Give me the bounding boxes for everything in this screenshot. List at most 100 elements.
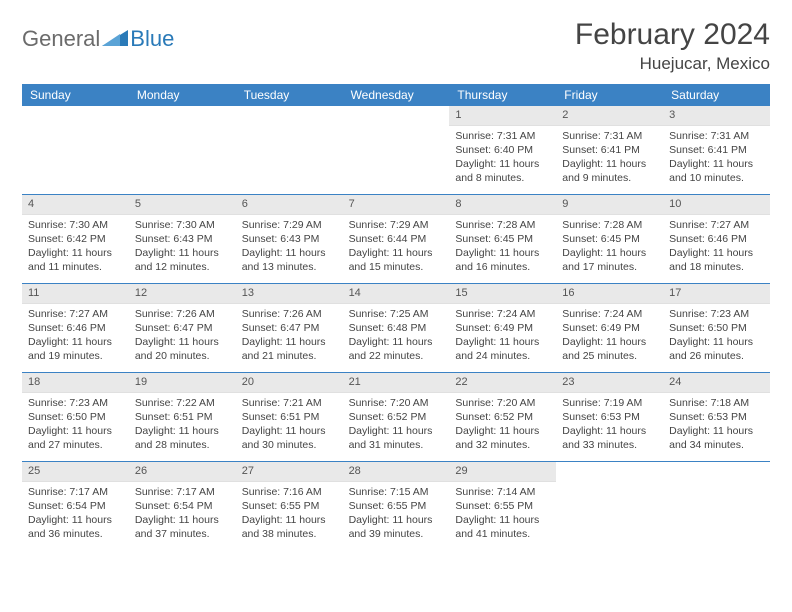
calendar-cell	[236, 106, 343, 194]
sunrise-line: Sunrise: 7:30 AM	[135, 218, 230, 232]
day-number	[663, 462, 770, 481]
calendar-cell: 20Sunrise: 7:21 AMSunset: 6:51 PMDayligh…	[236, 373, 343, 461]
daylight-line: Daylight: 11 hours and 32 minutes.	[455, 424, 550, 452]
daylight-line: Daylight: 11 hours and 12 minutes.	[135, 246, 230, 274]
calendar-cell: 11Sunrise: 7:27 AMSunset: 6:46 PMDayligh…	[22, 284, 129, 372]
calendar-cell: 8Sunrise: 7:28 AMSunset: 6:45 PMDaylight…	[449, 195, 556, 283]
daylight-line: Daylight: 11 hours and 39 minutes.	[349, 513, 444, 541]
day-number: 28	[343, 462, 450, 482]
calendar-cell	[22, 106, 129, 194]
day-body: Sunrise: 7:26 AMSunset: 6:47 PMDaylight:…	[236, 304, 343, 366]
day-body: Sunrise: 7:27 AMSunset: 6:46 PMDaylight:…	[22, 304, 129, 366]
day-body: Sunrise: 7:22 AMSunset: 6:51 PMDaylight:…	[129, 393, 236, 455]
day-number: 19	[129, 373, 236, 393]
calendar-cell: 2Sunrise: 7:31 AMSunset: 6:41 PMDaylight…	[556, 106, 663, 194]
day-number: 25	[22, 462, 129, 482]
sunset-line: Sunset: 6:52 PM	[349, 410, 444, 424]
sunset-line: Sunset: 6:52 PM	[455, 410, 550, 424]
day-number: 23	[556, 373, 663, 393]
day-number: 22	[449, 373, 556, 393]
day-body: Sunrise: 7:15 AMSunset: 6:55 PMDaylight:…	[343, 482, 450, 544]
calendar-cell: 6Sunrise: 7:29 AMSunset: 6:43 PMDaylight…	[236, 195, 343, 283]
calendar-cell: 24Sunrise: 7:18 AMSunset: 6:53 PMDayligh…	[663, 373, 770, 461]
sunset-line: Sunset: 6:49 PM	[455, 321, 550, 335]
daylight-line: Daylight: 11 hours and 17 minutes.	[562, 246, 657, 274]
day-body: Sunrise: 7:24 AMSunset: 6:49 PMDaylight:…	[556, 304, 663, 366]
sunset-line: Sunset: 6:47 PM	[135, 321, 230, 335]
day-body: Sunrise: 7:20 AMSunset: 6:52 PMDaylight:…	[343, 393, 450, 455]
daylight-line: Daylight: 11 hours and 38 minutes.	[242, 513, 337, 541]
calendar-week: 4Sunrise: 7:30 AMSunset: 6:42 PMDaylight…	[22, 195, 770, 284]
daylight-line: Daylight: 11 hours and 41 minutes.	[455, 513, 550, 541]
day-number: 10	[663, 195, 770, 215]
dayname: Sunday	[22, 84, 129, 106]
calendar-cell: 29Sunrise: 7:14 AMSunset: 6:55 PMDayligh…	[449, 462, 556, 550]
day-body: Sunrise: 7:16 AMSunset: 6:55 PMDaylight:…	[236, 482, 343, 544]
calendar-cell: 4Sunrise: 7:30 AMSunset: 6:42 PMDaylight…	[22, 195, 129, 283]
sunset-line: Sunset: 6:40 PM	[455, 143, 550, 157]
sunrise-line: Sunrise: 7:31 AM	[669, 129, 764, 143]
sunrise-line: Sunrise: 7:26 AM	[242, 307, 337, 321]
logo: General Blue	[22, 18, 174, 52]
day-number: 3	[663, 106, 770, 126]
day-number: 26	[129, 462, 236, 482]
sunrise-line: Sunrise: 7:24 AM	[562, 307, 657, 321]
daylight-line: Daylight: 11 hours and 21 minutes.	[242, 335, 337, 363]
calendar-week: 11Sunrise: 7:27 AMSunset: 6:46 PMDayligh…	[22, 284, 770, 373]
daylight-line: Daylight: 11 hours and 31 minutes.	[349, 424, 444, 452]
day-body: Sunrise: 7:23 AMSunset: 6:50 PMDaylight:…	[663, 304, 770, 366]
sunset-line: Sunset: 6:55 PM	[455, 499, 550, 513]
daylight-line: Daylight: 11 hours and 37 minutes.	[135, 513, 230, 541]
day-number: 18	[22, 373, 129, 393]
sunrise-line: Sunrise: 7:14 AM	[455, 485, 550, 499]
sunset-line: Sunset: 6:55 PM	[242, 499, 337, 513]
day-number: 4	[22, 195, 129, 215]
day-number: 12	[129, 284, 236, 304]
sunset-line: Sunset: 6:51 PM	[242, 410, 337, 424]
day-body: Sunrise: 7:24 AMSunset: 6:49 PMDaylight:…	[449, 304, 556, 366]
calendar-cell: 12Sunrise: 7:26 AMSunset: 6:47 PMDayligh…	[129, 284, 236, 372]
month-title: February 2024	[575, 18, 770, 52]
day-number: 2	[556, 106, 663, 126]
day-number: 5	[129, 195, 236, 215]
sunrise-line: Sunrise: 7:26 AM	[135, 307, 230, 321]
day-body: Sunrise: 7:19 AMSunset: 6:53 PMDaylight:…	[556, 393, 663, 455]
sunrise-line: Sunrise: 7:25 AM	[349, 307, 444, 321]
calendar-cell: 23Sunrise: 7:19 AMSunset: 6:53 PMDayligh…	[556, 373, 663, 461]
sunset-line: Sunset: 6:50 PM	[669, 321, 764, 335]
page-header: General Blue February 2024 Huejucar, Mex…	[22, 18, 770, 74]
sunset-line: Sunset: 6:43 PM	[135, 232, 230, 246]
title-block: February 2024 Huejucar, Mexico	[575, 18, 770, 74]
day-body: Sunrise: 7:29 AMSunset: 6:44 PMDaylight:…	[343, 215, 450, 277]
calendar-week: 1Sunrise: 7:31 AMSunset: 6:40 PMDaylight…	[22, 106, 770, 195]
calendar-cell: 7Sunrise: 7:29 AMSunset: 6:44 PMDaylight…	[343, 195, 450, 283]
calendar-cell: 3Sunrise: 7:31 AMSunset: 6:41 PMDaylight…	[663, 106, 770, 194]
day-number: 24	[663, 373, 770, 393]
dayname-row: SundayMondayTuesdayWednesdayThursdayFrid…	[22, 84, 770, 106]
sunrise-line: Sunrise: 7:31 AM	[455, 129, 550, 143]
day-body: Sunrise: 7:27 AMSunset: 6:46 PMDaylight:…	[663, 215, 770, 277]
day-number	[556, 462, 663, 481]
day-body: Sunrise: 7:28 AMSunset: 6:45 PMDaylight:…	[449, 215, 556, 277]
sunset-line: Sunset: 6:44 PM	[349, 232, 444, 246]
sunset-line: Sunset: 6:41 PM	[562, 143, 657, 157]
day-body: Sunrise: 7:18 AMSunset: 6:53 PMDaylight:…	[663, 393, 770, 455]
calendar-week: 25Sunrise: 7:17 AMSunset: 6:54 PMDayligh…	[22, 462, 770, 550]
daylight-line: Daylight: 11 hours and 34 minutes.	[669, 424, 764, 452]
day-number: 11	[22, 284, 129, 304]
dayname: Wednesday	[343, 84, 450, 106]
daylight-line: Daylight: 11 hours and 30 minutes.	[242, 424, 337, 452]
sunset-line: Sunset: 6:46 PM	[669, 232, 764, 246]
calendar-week: 18Sunrise: 7:23 AMSunset: 6:50 PMDayligh…	[22, 373, 770, 462]
sunset-line: Sunset: 6:49 PM	[562, 321, 657, 335]
sunset-line: Sunset: 6:55 PM	[349, 499, 444, 513]
day-number: 9	[556, 195, 663, 215]
daylight-line: Daylight: 11 hours and 16 minutes.	[455, 246, 550, 274]
dayname: Friday	[556, 84, 663, 106]
logo-text-general: General	[22, 26, 100, 52]
sunrise-line: Sunrise: 7:29 AM	[349, 218, 444, 232]
day-body: Sunrise: 7:31 AMSunset: 6:40 PMDaylight:…	[449, 126, 556, 188]
sunrise-line: Sunrise: 7:22 AM	[135, 396, 230, 410]
daylight-line: Daylight: 11 hours and 33 minutes.	[562, 424, 657, 452]
sunrise-line: Sunrise: 7:29 AM	[242, 218, 337, 232]
